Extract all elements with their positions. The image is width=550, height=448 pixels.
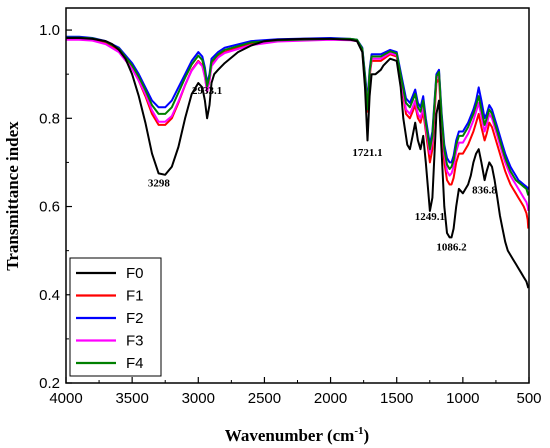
legend-label-f2: F2 — [126, 310, 144, 327]
peak-label: 836.8 — [472, 184, 497, 196]
series-line-f0 — [66, 37, 530, 289]
series-layer — [66, 35, 530, 289]
y-tick-label: 0.6 — [39, 199, 60, 216]
annotation-layer: 3298 2933.1 1721.1 1249.1 1086.2 836.8 — [148, 85, 498, 254]
peak-label: 2933.1 — [192, 85, 222, 97]
y-tick-label: 1.0 — [39, 22, 60, 39]
y-tick-label: 0.4 — [39, 287, 60, 304]
x-tick-label: 2500 — [248, 390, 281, 407]
legend-label-f0: F0 — [126, 265, 144, 282]
x-tick-label: 2000 — [314, 390, 347, 407]
x-tick-label: 1500 — [380, 390, 413, 407]
series-line-f2 — [66, 35, 530, 190]
legend: F0 F1 F2 F3 F4 — [69, 257, 162, 377]
tick-layer: 4000 3500 3000 2500 2000 1500 1000 500 0.2 0.4 0.6… — [39, 22, 541, 407]
legend-label-f1: F1 — [126, 288, 144, 305]
series-line-f3 — [66, 38, 530, 212]
peak-label: 1086.2 — [436, 242, 467, 254]
x-tick-label: 500 — [516, 390, 541, 407]
peak-label: 1721.1 — [352, 147, 382, 159]
series-line-f4 — [66, 36, 530, 196]
x-tick-label: 3000 — [182, 390, 215, 407]
legend-label-f3: F3 — [126, 333, 144, 350]
y-tick-label: 0.2 — [39, 375, 60, 392]
x-tick-label: 4000 — [49, 390, 82, 407]
x-tick-label: 1000 — [446, 390, 479, 407]
peak-label: 3298 — [148, 178, 171, 190]
x-tick-label: 3500 — [115, 390, 148, 407]
x-axis-title: Wavenumber (cm-1) — [225, 425, 369, 445]
peak-label: 1249.1 — [415, 211, 445, 223]
y-tick-label: 0.8 — [39, 110, 60, 127]
y-axis-title: Transmittance index — [3, 121, 22, 271]
legend-label-f4: F4 — [126, 355, 144, 372]
